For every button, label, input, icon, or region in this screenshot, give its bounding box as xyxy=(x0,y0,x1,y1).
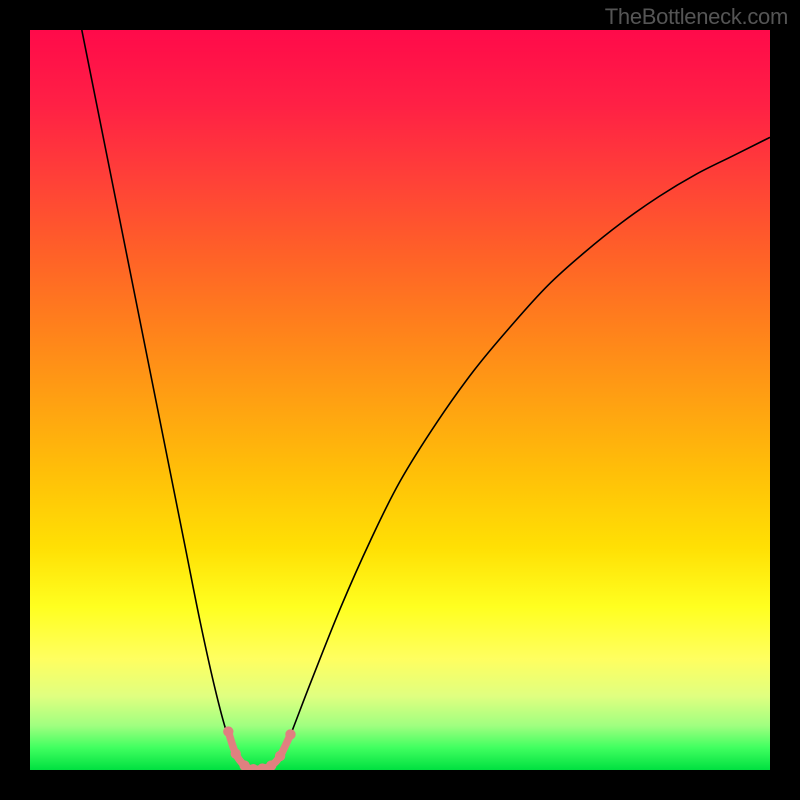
main-curve xyxy=(82,30,770,769)
watermark-text: TheBottleneck.com xyxy=(605,4,788,30)
bottom-marker-point xyxy=(285,729,295,739)
chart-svg xyxy=(30,30,770,770)
plot-area xyxy=(30,30,770,770)
bottom-marker-point xyxy=(223,726,233,736)
bottom-marker-point xyxy=(231,749,241,759)
bottom-marker-point xyxy=(275,751,285,761)
